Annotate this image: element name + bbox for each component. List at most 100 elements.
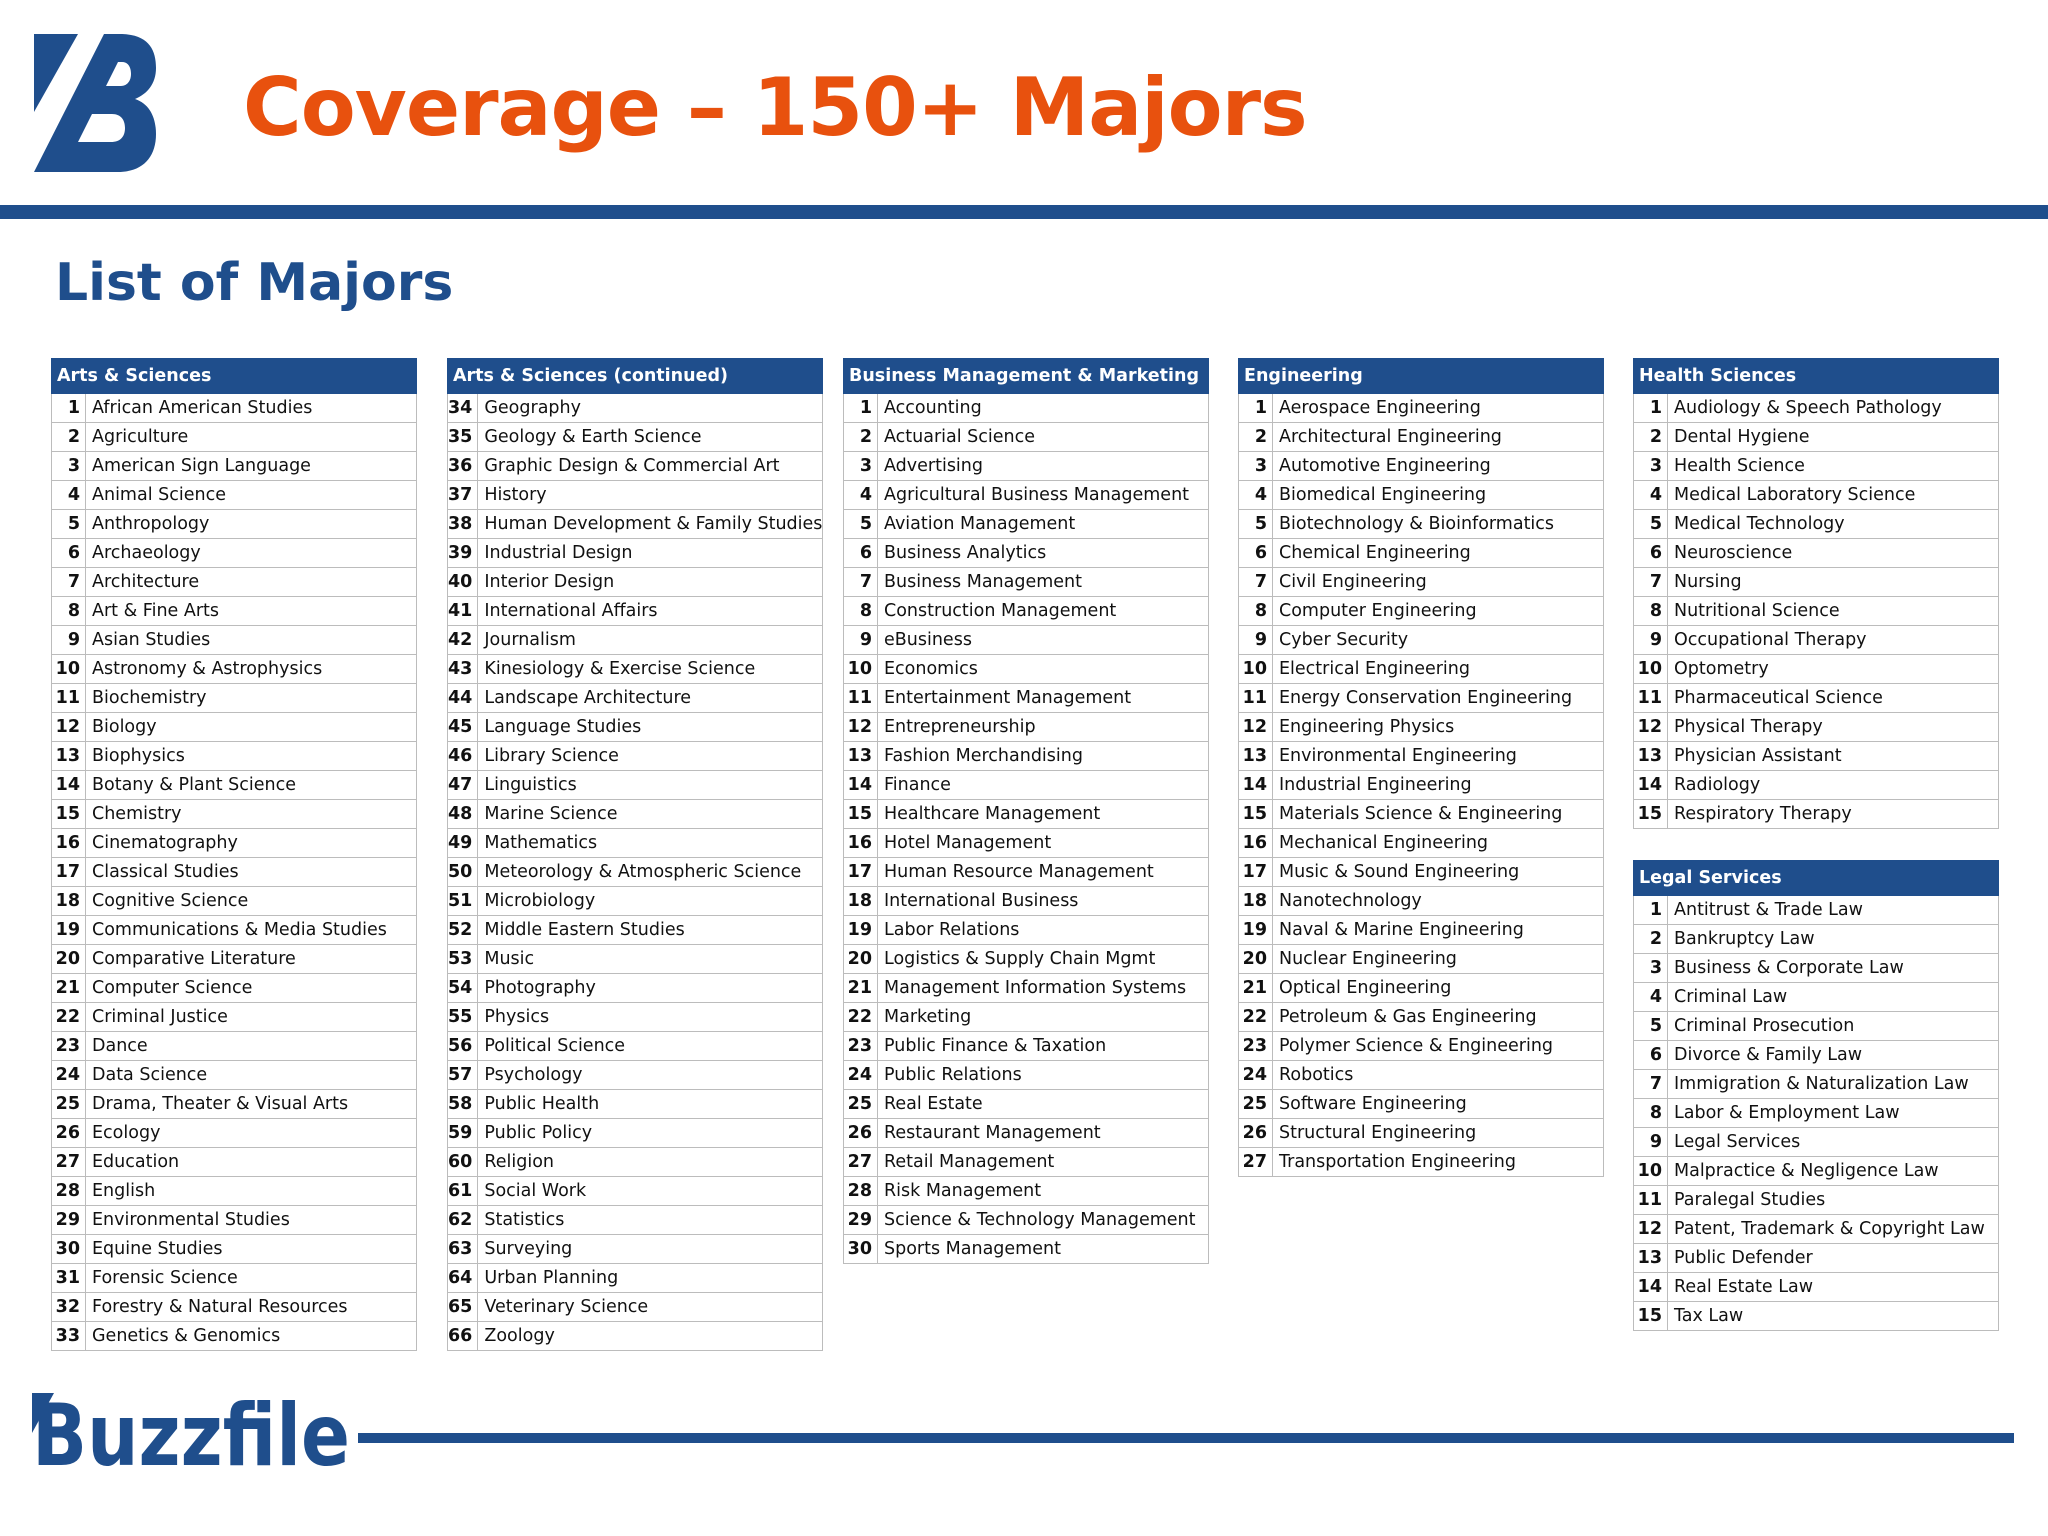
major-name: Biotechnology & Bioinformatics (1272, 509, 1604, 539)
major-number: 25 (1238, 1089, 1273, 1119)
table-row: 18 Cognitive Science (51, 886, 417, 916)
table-header: Legal Services (1633, 860, 1999, 896)
major-number: 15 (1238, 799, 1273, 829)
major-number: 1 (1633, 393, 1668, 423)
major-name: Library Science (477, 741, 824, 771)
major-number: 38 (446, 509, 479, 539)
major-name: Ecology (85, 1118, 417, 1148)
major-number: 34 (446, 393, 479, 423)
major-name: Occupational Therapy (1667, 625, 1999, 655)
major-number: 41 (446, 596, 479, 626)
major-name: Fashion Merchandising (877, 741, 1209, 771)
major-number: 8 (1633, 1098, 1668, 1128)
major-name: Business Analytics (877, 538, 1209, 568)
major-name: Criminal Law (1667, 982, 1999, 1012)
major-number: 7 (1238, 567, 1273, 597)
major-name: Criminal Prosecution (1667, 1011, 1999, 1041)
major-name: Music (477, 944, 824, 974)
major-number: 63 (446, 1234, 479, 1264)
table-row: 8 Labor & Employment Law (1633, 1098, 1999, 1128)
major-number: 7 (51, 567, 86, 597)
table-row: 5 Medical Technology (1633, 509, 1999, 539)
major-number: 19 (843, 915, 878, 945)
major-number: 2 (843, 422, 878, 452)
major-number: 16 (1238, 828, 1273, 858)
major-number: 14 (51, 770, 86, 800)
table-row: 16 Hotel Management (843, 828, 1209, 858)
major-name: Cyber Security (1272, 625, 1604, 655)
major-number: 13 (51, 741, 86, 771)
major-number: 47 (446, 770, 479, 800)
major-name: Public Defender (1667, 1243, 1999, 1273)
table-row: 9 Asian Studies (51, 625, 417, 655)
major-name: Linguistics (477, 770, 824, 800)
major-number: 13 (843, 741, 878, 771)
header-divider (0, 205, 2048, 219)
major-name: Archaeology (85, 538, 417, 568)
table-row: 44 Landscape Architecture (446, 683, 824, 713)
table-row: 60 Religion (446, 1147, 824, 1177)
major-name: Biochemistry (85, 683, 417, 713)
major-name: Nuclear Engineering (1272, 944, 1604, 974)
major-name: Radiology (1667, 770, 1999, 800)
table-row: 18 International Business (843, 886, 1209, 916)
major-number: 7 (1633, 1069, 1668, 1099)
major-name: Naval & Marine Engineering (1272, 915, 1604, 945)
major-name: Nursing (1667, 567, 1999, 597)
majors-table-health-sciences: Health Sciences 1 Audiology & Speech Path… (1633, 358, 1999, 829)
major-number: 58 (446, 1089, 479, 1119)
table-row: 13 Biophysics (51, 741, 417, 771)
major-name: Marine Science (477, 799, 824, 829)
major-name: Religion (477, 1147, 824, 1177)
majors-table-legal-services: Legal Services 1 Antitrust & Trade Law 2 Ba… (1633, 860, 1999, 1331)
table-row: 15 Healthcare Management (843, 799, 1209, 829)
buzzfile-wordmark: Buzzfile (32, 1393, 350, 1473)
major-name: Social Work (477, 1176, 824, 1206)
major-name: Urban Planning (477, 1263, 824, 1293)
table-row: 4 Animal Science (51, 480, 417, 510)
major-number: 46 (446, 741, 479, 771)
table-row: 26 Restaurant Management (843, 1118, 1209, 1148)
major-number: 13 (1633, 1243, 1668, 1273)
table-row: 23 Public Finance & Taxation (843, 1031, 1209, 1061)
table-row: 34 Geography (446, 393, 824, 423)
major-number: 10 (1633, 654, 1668, 684)
table-row: 56 Political Science (446, 1031, 824, 1061)
major-name: Zoology (477, 1321, 824, 1351)
major-name: History (477, 480, 824, 510)
table-row: 14 Radiology (1633, 770, 1999, 800)
major-number: 55 (446, 1002, 479, 1032)
table-row: 14 Industrial Engineering (1238, 770, 1604, 800)
major-number: 6 (51, 538, 86, 568)
major-name: Finance (877, 770, 1209, 800)
major-number: 10 (1238, 654, 1273, 684)
major-number: 9 (843, 625, 878, 655)
major-name: Healthcare Management (877, 799, 1209, 829)
major-name: Journalism (477, 625, 824, 655)
major-name: Malpractice & Negligence Law (1667, 1156, 1999, 1186)
table-row: 3 Business & Corporate Law (1633, 953, 1999, 983)
major-number: 44 (446, 683, 479, 713)
table-row: 20 Nuclear Engineering (1238, 944, 1604, 974)
major-number: 15 (51, 799, 86, 829)
table-row: 4 Criminal Law (1633, 982, 1999, 1012)
table-row: 38 Human Development & Family Studies (446, 509, 824, 539)
table-row: 21 Management Information Systems (843, 973, 1209, 1003)
major-number: 12 (51, 712, 86, 742)
major-name: American Sign Language (85, 451, 417, 481)
major-name: Immigration & Naturalization Law (1667, 1069, 1999, 1099)
table-row: 19 Naval & Marine Engineering (1238, 915, 1604, 945)
table-row: 27 Education (51, 1147, 417, 1177)
major-name: Biophysics (85, 741, 417, 771)
table-row: 26 Ecology (51, 1118, 417, 1148)
major-name: Logistics & Supply Chain Mgmt (877, 944, 1209, 974)
major-number: 43 (446, 654, 479, 684)
major-name: Tax Law (1667, 1301, 1999, 1331)
major-name: Restaurant Management (877, 1118, 1209, 1148)
major-name: Optical Engineering (1272, 973, 1604, 1003)
major-name: Mathematics (477, 828, 824, 858)
major-number: 10 (51, 654, 86, 684)
major-number: 11 (1633, 1185, 1668, 1215)
major-number: 6 (843, 538, 878, 568)
major-name: Physics (477, 1002, 824, 1032)
